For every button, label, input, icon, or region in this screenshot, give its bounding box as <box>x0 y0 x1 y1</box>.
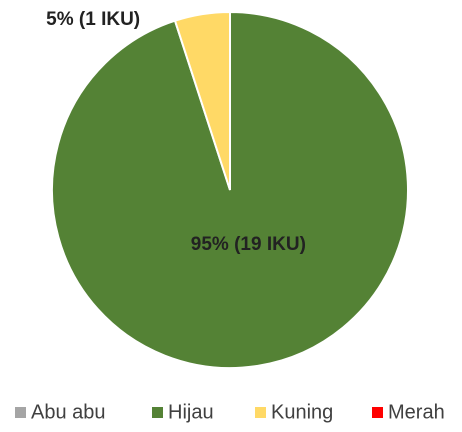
legend-label: Merah <box>388 401 445 423</box>
legend-label: Abu abu <box>31 401 106 423</box>
slice-label: 95% (19 IKU) <box>191 234 306 255</box>
slice-label: 5% (1 IKU) <box>46 9 140 30</box>
legend-swatch <box>15 407 26 418</box>
legend-label: Hijau <box>168 401 214 423</box>
legend-label: Kuning <box>271 401 333 423</box>
legend-swatch <box>152 407 163 418</box>
pie-slice <box>51 10 409 369</box>
pie-slice <box>173 10 231 191</box>
legend-swatch <box>255 407 266 418</box>
legend-swatch <box>372 407 383 418</box>
